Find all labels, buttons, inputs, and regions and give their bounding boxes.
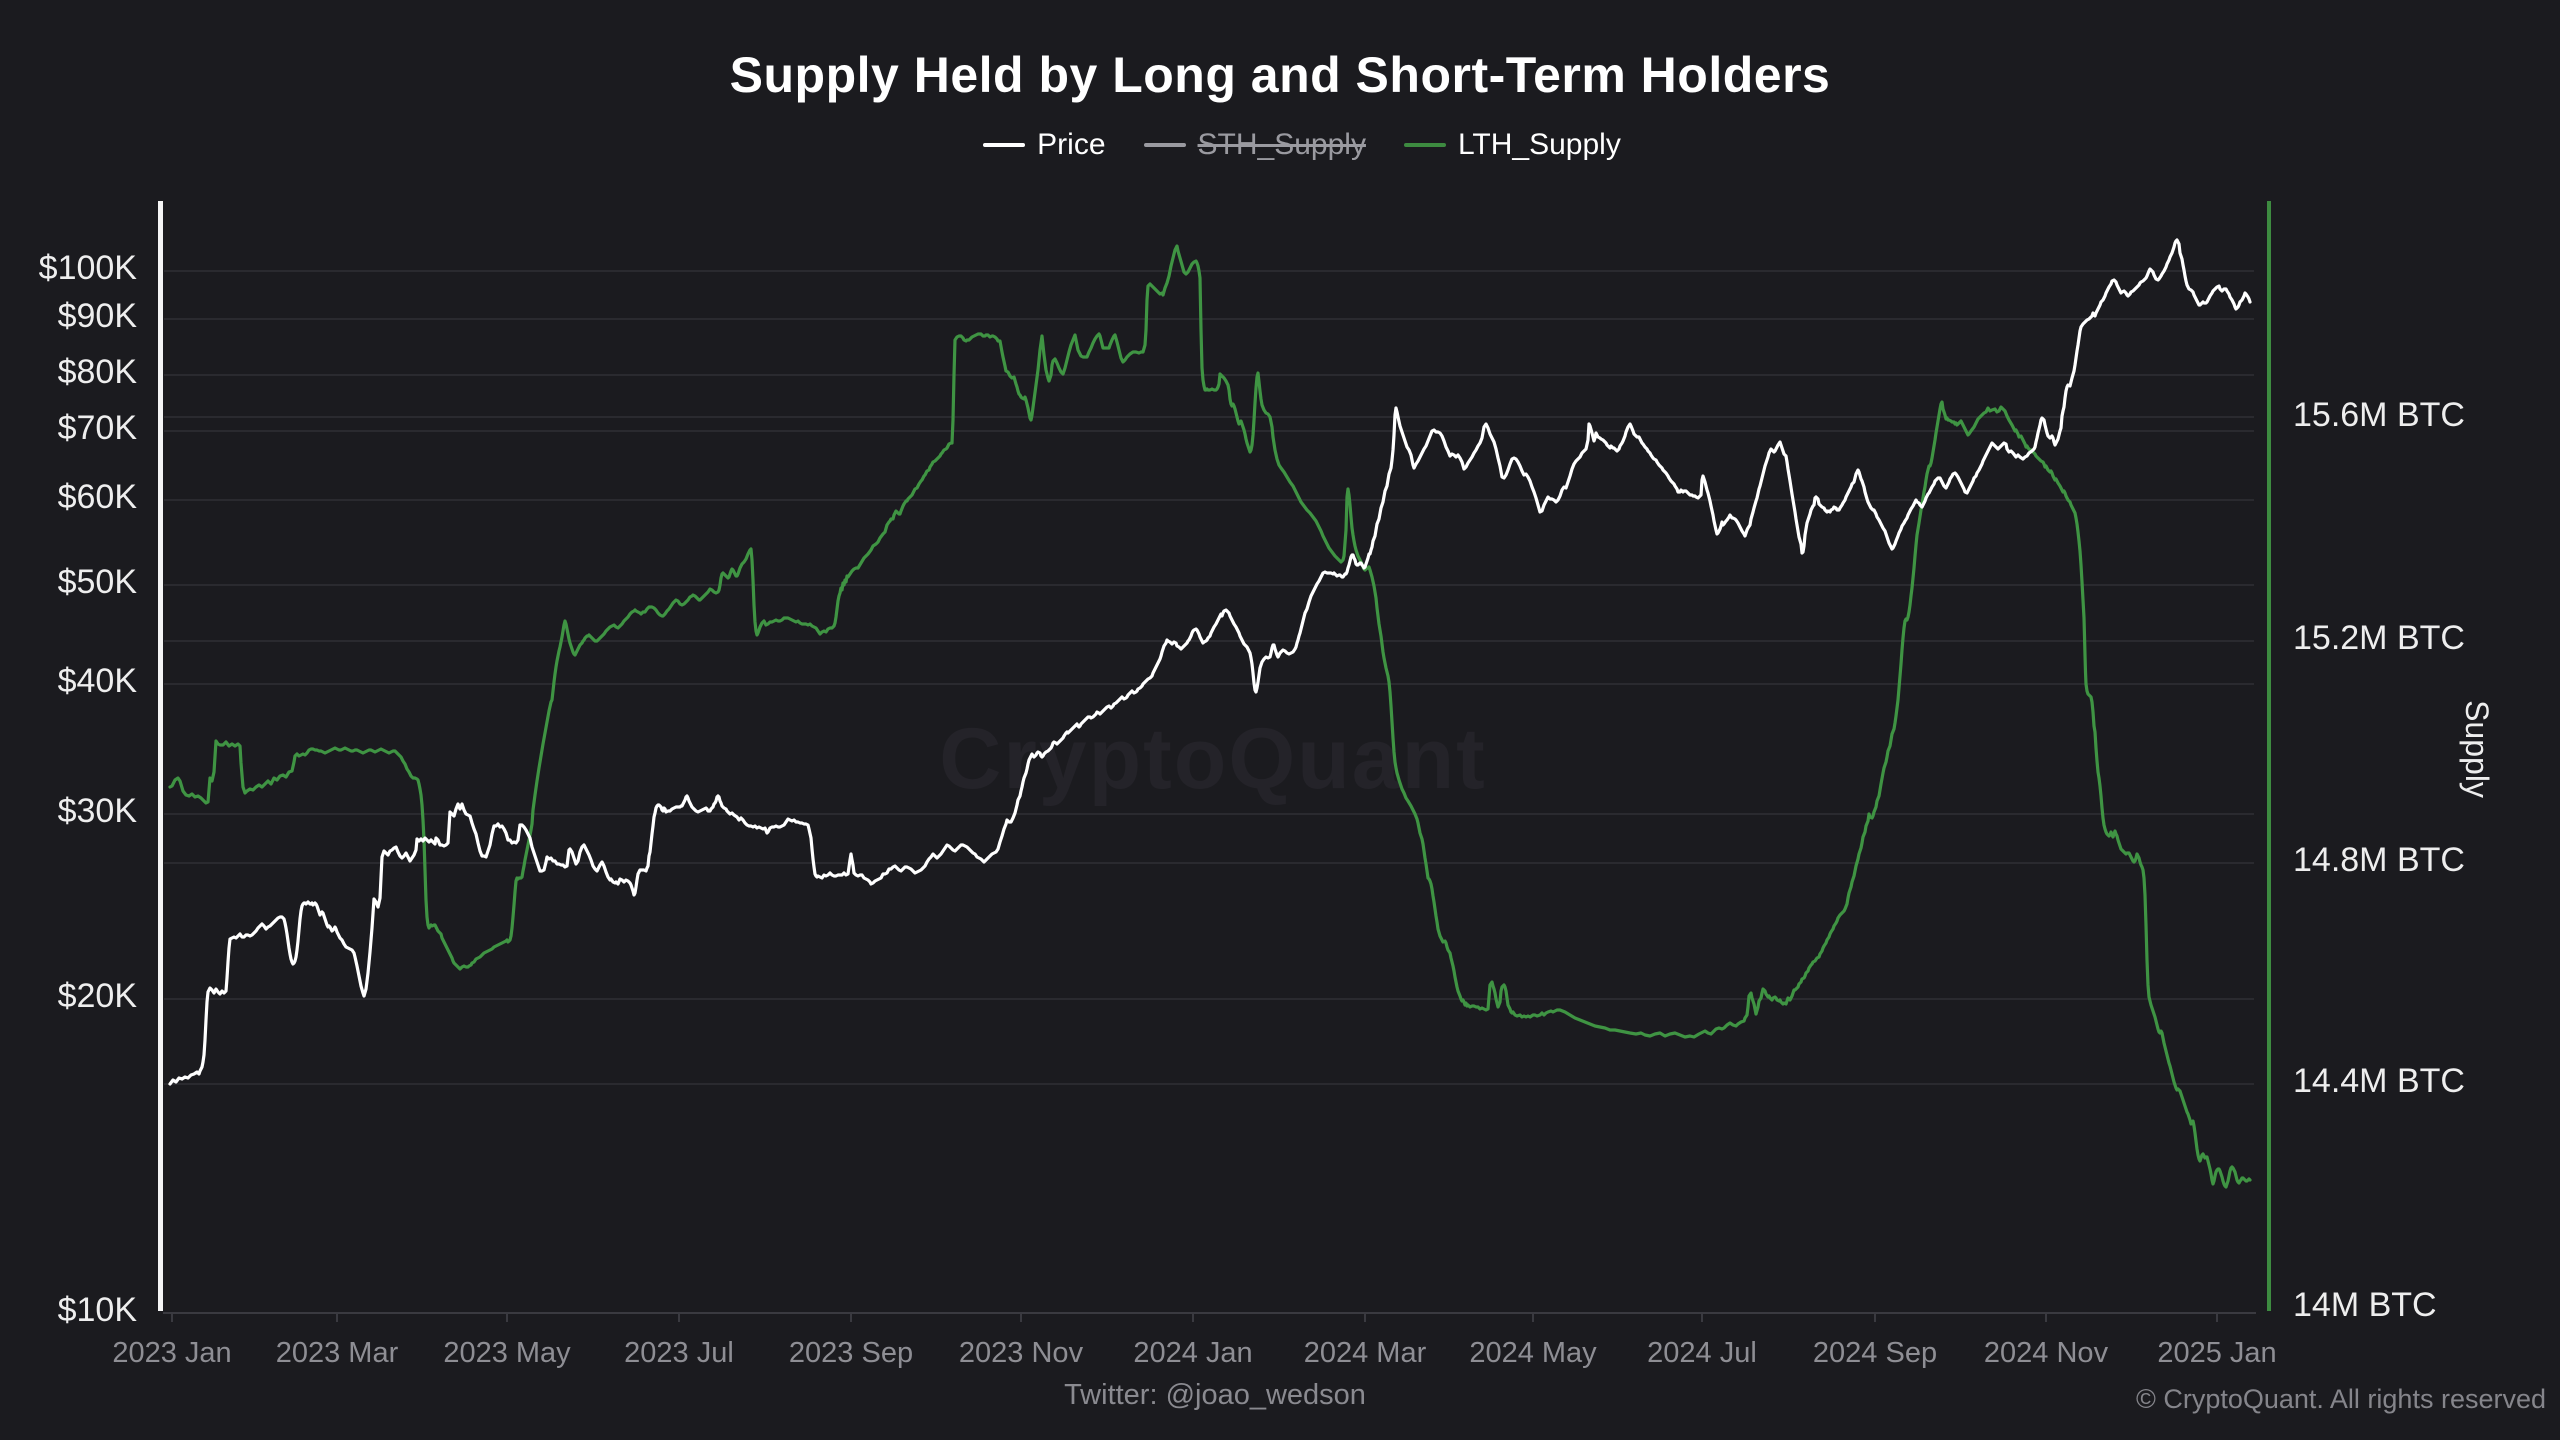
svg-text:$20K: $20K [58, 977, 138, 1015]
svg-text:2024 Nov: 2024 Nov [1984, 1337, 2109, 1369]
svg-text:2023 May: 2023 May [443, 1337, 571, 1369]
svg-text:2024 Mar: 2024 Mar [1304, 1337, 1427, 1369]
svg-text:$40K: $40K [58, 662, 138, 700]
svg-text:$30K: $30K [58, 792, 138, 830]
svg-text:14.8M BTC: 14.8M BTC [2293, 841, 2465, 879]
svg-text:14.4M BTC: 14.4M BTC [2293, 1062, 2465, 1100]
svg-text:2023 Nov: 2023 Nov [959, 1337, 1084, 1369]
svg-text:2024 Jan: 2024 Jan [1133, 1337, 1252, 1369]
svg-text:$50K: $50K [58, 563, 138, 601]
svg-text:$80K: $80K [58, 353, 138, 391]
svg-text:$100K: $100K [39, 249, 138, 287]
svg-text:14M BTC: 14M BTC [2293, 1286, 2437, 1324]
svg-text:$60K: $60K [58, 478, 138, 516]
svg-text:2023 Jan: 2023 Jan [112, 1337, 231, 1369]
svg-text:$70K: $70K [58, 409, 138, 447]
svg-text:2023 Mar: 2023 Mar [276, 1337, 399, 1369]
svg-text:2024 Sep: 2024 Sep [1813, 1337, 1937, 1369]
svg-text:15.6M BTC: 15.6M BTC [2293, 396, 2465, 434]
svg-text:$90K: $90K [58, 297, 138, 335]
svg-text:2023 Sep: 2023 Sep [789, 1337, 913, 1369]
svg-text:2024 May: 2024 May [1469, 1337, 1597, 1369]
svg-text:© CryptoQuant. All rights rese: © CryptoQuant. All rights reserved [2136, 1384, 2546, 1414]
svg-text:2024 Jul: 2024 Jul [1647, 1337, 1757, 1369]
svg-text:2023 Jul: 2023 Jul [624, 1337, 734, 1369]
svg-text:2025 Jan: 2025 Jan [2157, 1337, 2276, 1369]
svg-text:Twitter: @joao_wedson: Twitter: @joao_wedson [1064, 1379, 1366, 1411]
svg-text:$10K: $10K [58, 1291, 138, 1329]
svg-text:15.2M BTC: 15.2M BTC [2293, 619, 2465, 657]
svg-text:Supply: Supply [2459, 700, 2495, 798]
